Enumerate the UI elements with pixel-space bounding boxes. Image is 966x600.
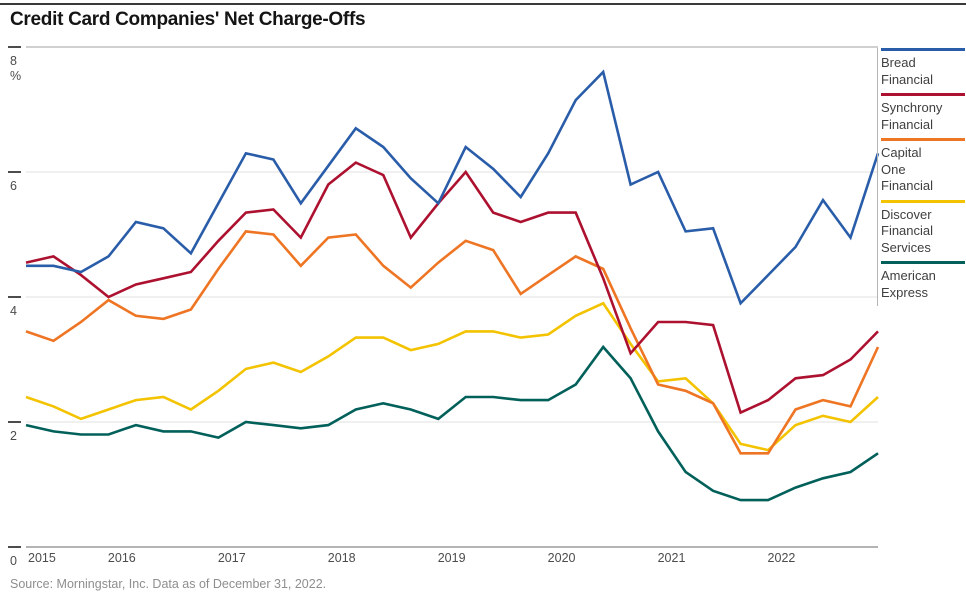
series-line-capital-one-financial xyxy=(25,230,880,455)
legend-item-capital-one-financial: Capital One Financial xyxy=(881,138,965,195)
x-axis-label-2018: 2018 xyxy=(328,551,356,565)
legend-color-bar-capital-one-financial xyxy=(881,138,965,141)
x-axis-label-2015: 2015 xyxy=(28,551,56,565)
y-axis-label: 0 xyxy=(10,554,17,568)
series-line-bread-financial xyxy=(26,69,880,306)
legend-color-bar-bread-financial xyxy=(881,48,965,51)
x-axis-label-2020: 2020 xyxy=(548,551,576,565)
y-axis-unit-label: % xyxy=(10,69,21,83)
legend-item-label: Synchrony Financial xyxy=(881,100,943,132)
legend-item-discover-financial-services: Discover Financial Services xyxy=(881,199,965,257)
series-line-synchrony-financial xyxy=(25,161,879,415)
legend-item-label: Discover Financial Services xyxy=(881,206,934,255)
y-axis-label: 6 xyxy=(10,179,17,193)
legend-item-label: American Express xyxy=(881,268,936,300)
source-text: Source: Morningstar, Inc. Data as of Dec… xyxy=(10,577,327,591)
y-axis-label: 8 xyxy=(10,54,17,68)
legend-color-bar-discover-financial-services xyxy=(881,199,965,203)
chart-title: Credit Card Companies' Net Charge-Offs xyxy=(10,9,366,30)
x-axis-label-2022: 2022 xyxy=(768,551,796,565)
y-axis-tick xyxy=(8,46,21,48)
y-axis-tick xyxy=(8,546,21,548)
series-line-discover-financial-services xyxy=(25,301,879,452)
legend-item-bread-financial: Bread Financial xyxy=(881,48,965,88)
y-axis-tick xyxy=(8,296,21,298)
top-rule xyxy=(0,3,966,5)
y-axis-tick xyxy=(8,171,21,173)
x-axis-label-2021: 2021 xyxy=(658,551,686,565)
chart-legend: Bread Financial Synchrony Financial Capita… xyxy=(877,48,965,306)
legend-color-bar-synchrony-financial xyxy=(881,93,965,96)
y-axis-label: 4 xyxy=(10,304,17,318)
legend-item-label: Bread Financial xyxy=(881,55,934,87)
x-axis-label-2016: 2016 xyxy=(108,551,136,565)
y-axis-label: 2 xyxy=(10,429,17,443)
legend-color-bar-american-express xyxy=(881,261,965,264)
legend-item-synchrony-financial: Synchrony Financial xyxy=(881,93,965,133)
x-axis-label-2017: 2017 xyxy=(218,551,246,565)
y-axis-tick xyxy=(8,421,21,423)
legend-item-american-express: American Express xyxy=(881,261,965,301)
series-line-american-express xyxy=(25,344,879,502)
legend-item-label: Capital One Financial xyxy=(881,145,934,193)
x-axis-label-2019: 2019 xyxy=(438,551,466,565)
